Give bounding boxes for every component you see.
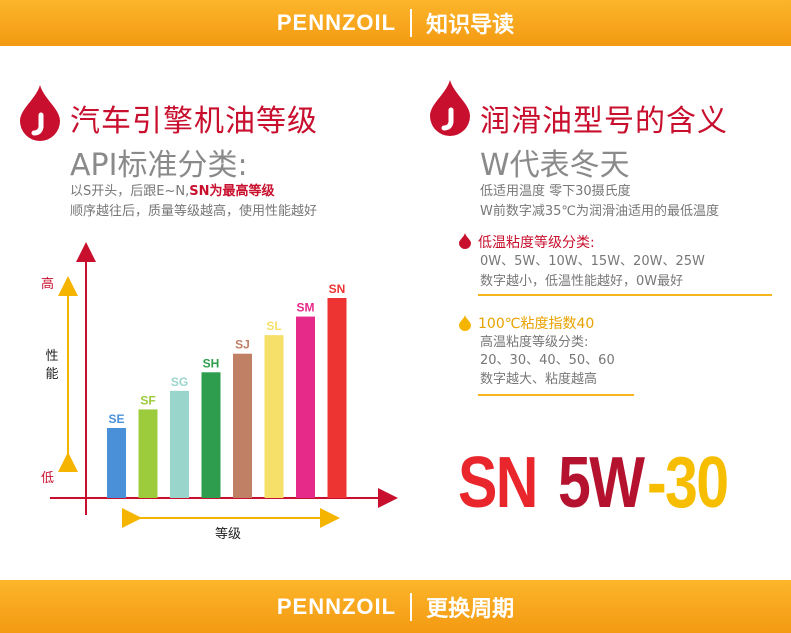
divider-rule xyxy=(478,394,634,396)
bar-label-sj: SJ xyxy=(235,338,250,352)
brand-logo: PENNZOIL xyxy=(276,593,397,619)
bar-sn xyxy=(327,298,347,498)
bar-label-sg: SG xyxy=(171,375,188,389)
left-title: 汽车引擎机油等级 xyxy=(70,104,318,139)
divider-rule xyxy=(478,294,772,296)
right-line-1: 低适用温度 零下30摄氏度 xyxy=(480,184,631,199)
y-low-label: 低 xyxy=(41,471,54,486)
right-subtitle: W代表冬天 xyxy=(480,148,630,183)
banner-divider xyxy=(410,592,413,621)
high-temp-title: 高温粘度等级分类: xyxy=(480,335,589,350)
high-temp-heading: 100℃粘度指数40 xyxy=(478,316,595,332)
top-banner: PENNZOIL 知识导读 xyxy=(0,0,791,46)
brand-logo: PENNZOIL xyxy=(276,10,397,35)
bar-sm xyxy=(296,316,315,498)
bar-label-sl: SL xyxy=(266,319,281,333)
high-temp-grades: 20、30、40、50、60 xyxy=(480,353,615,368)
low-temp-heading: 低温粘度等级分类: xyxy=(478,235,595,251)
bar-se xyxy=(107,428,126,498)
left-line-1: 以S开头，后跟E~N,SN为最高等级 xyxy=(70,182,274,202)
bars-group: SE SF SG SH SJ SL SM SN xyxy=(107,282,347,498)
banner-title: 知识导读 xyxy=(426,13,515,38)
oil-drop-icon xyxy=(20,85,60,141)
bar-sf xyxy=(138,409,158,498)
left-line-1-text: 以S开头，后跟E~N, xyxy=(70,184,190,199)
grade-30: -30 xyxy=(647,443,729,523)
oil-drop-icon xyxy=(430,80,470,136)
banner-divider xyxy=(410,9,413,37)
y-high-label: 高 xyxy=(41,276,54,292)
high-temp-note: 数字越大、粘度越高 xyxy=(480,372,598,387)
low-temp-grades: 0W、5W、10W、15W、20W、25W xyxy=(480,254,705,269)
low-temp-note: 数字越小，低温性能越好，0W最好 xyxy=(480,274,684,289)
left-line-1-highlight: SN为最高等级 xyxy=(189,184,275,199)
bar-sg xyxy=(170,390,189,498)
bar-label-sf: SF xyxy=(140,393,155,407)
small-oil-drop-icon xyxy=(459,233,471,249)
api-grade-chart: 高 低 性能 等级 SE SF SG SH SJ SL SM SN xyxy=(41,242,398,540)
yellow-drop-icon xyxy=(459,315,471,331)
grade-sn: SN xyxy=(458,443,538,523)
banner-title: 更换周期 xyxy=(426,596,515,622)
bar-sh xyxy=(201,372,221,498)
bar-sj xyxy=(233,353,252,498)
y-axis-label: 性能 xyxy=(45,349,58,382)
bottom-banner: PENNZOIL 更换周期 xyxy=(0,580,791,633)
left-line-2: 顺序越往后，质量等级越高，使用性能越好 xyxy=(70,204,318,219)
bar-sl xyxy=(264,335,284,498)
bar-label-sh: SH xyxy=(203,356,220,370)
bar-label-sn: SN xyxy=(329,282,346,296)
bar-label-sm: SM xyxy=(297,301,315,315)
x-axis-label: 等级 xyxy=(215,526,241,540)
bar-label-se: SE xyxy=(108,412,124,426)
right-title: 润滑油型号的含义 xyxy=(480,104,728,139)
grade-5w: 5W xyxy=(558,443,645,523)
left-subtitle: API标准分类: xyxy=(70,148,248,183)
right-line-2: W前数字减35℃为润滑油适用的最低温度 xyxy=(480,204,719,219)
